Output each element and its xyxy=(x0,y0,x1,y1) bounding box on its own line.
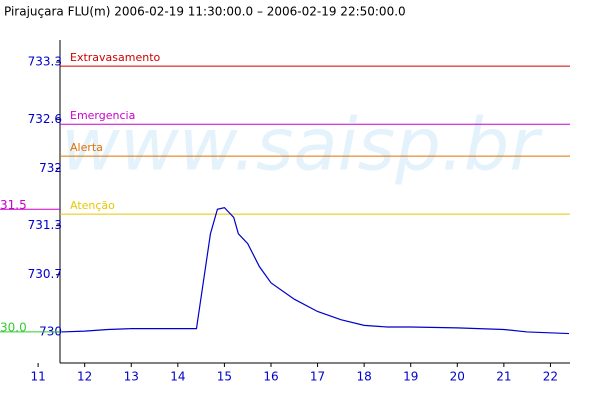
x-tick-label: 16 xyxy=(263,370,278,384)
x-tick-label: 21 xyxy=(496,370,511,384)
watermark: www.saisp.br xyxy=(61,103,543,187)
x-tick-label: 19 xyxy=(403,370,418,384)
x-tick-label: 11 xyxy=(30,370,45,384)
x-tick-label: 15 xyxy=(217,370,232,384)
threshold-label: Atenção xyxy=(70,199,115,212)
y-tick-label: 732.6 xyxy=(28,112,62,126)
threshold-label: Alerta xyxy=(70,141,103,154)
marker-label: 30.0 xyxy=(0,320,27,334)
x-tick-label: 18 xyxy=(356,370,371,384)
y-tick-label: 730.7 xyxy=(28,267,62,281)
y-tick-label: 731.3 xyxy=(28,218,62,232)
x-tick-label: 12 xyxy=(77,370,92,384)
data-line xyxy=(61,206,570,335)
x-tick-label: 20 xyxy=(450,370,465,384)
y-tick-label: 732 xyxy=(39,161,62,175)
x-tick-label: 14 xyxy=(170,370,185,384)
x-tick-label: 13 xyxy=(124,370,139,384)
x-tick-label: 17 xyxy=(310,370,325,384)
threshold-label: Extravasamento xyxy=(70,51,161,64)
marker-label: 31.5 xyxy=(0,198,27,212)
y-tick-label: 733.3 xyxy=(28,55,62,69)
x-tick-label: 22 xyxy=(543,370,558,384)
chart-title: Pirajuçara FLU(m) 2006-02-19 11:30:00.0 … xyxy=(4,5,406,19)
threshold-label: Emergencia xyxy=(70,109,135,122)
